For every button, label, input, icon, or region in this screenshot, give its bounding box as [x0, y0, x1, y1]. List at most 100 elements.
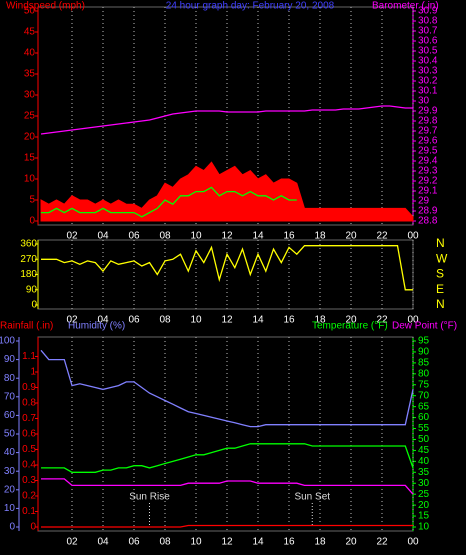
y-tick-label: 270 [20, 254, 37, 265]
x-tick-label: 08 [159, 537, 171, 548]
x-tick-label: 04 [97, 537, 109, 548]
y-tick-label: 30 [24, 90, 36, 101]
y3-tick-label: 20 [418, 500, 430, 511]
y2-tick-label: 30.2 [418, 76, 438, 87]
y-tick-label: 50 [24, 6, 36, 17]
x-tick-label: 16 [283, 537, 295, 548]
x-tick-label: 18 [314, 537, 326, 548]
y2-tick-label: 29.5 [418, 146, 438, 157]
y3-tick-label: 10 [418, 522, 430, 533]
x-tick-label: 00 [407, 537, 419, 548]
x-tick-label: 02 [66, 231, 78, 242]
series-line [41, 524, 413, 528]
y-tick-label: 0 [9, 522, 15, 533]
y2-tick-label: N [436, 297, 445, 311]
y-tick-label: 40 [4, 447, 16, 458]
x-tick-label: 12 [221, 231, 233, 242]
y2-tick-label: 1.1 [22, 351, 36, 362]
y-tick-label: 180 [20, 269, 37, 280]
x-tick-label: 04 [97, 315, 109, 326]
y3-tick-label: 60 [418, 412, 430, 423]
y2-tick-label: 0.1 [22, 506, 36, 517]
x-tick-label: 08 [159, 231, 171, 242]
y-tick-label: 45 [24, 27, 36, 38]
x-tick-label: 12 [221, 315, 233, 326]
y2-tick-label: 0.5 [22, 444, 36, 455]
y2-tick-label: 29.2 [418, 176, 438, 187]
y3-tick-label: 45 [418, 445, 430, 456]
y2-tick-label: 29 [418, 196, 430, 207]
y-tick-label: 90 [4, 354, 16, 365]
y2-tick-label: 0.2 [22, 491, 36, 502]
x-tick-label: 20 [345, 231, 357, 242]
x-tick-label: 18 [314, 231, 326, 242]
x-tick-label: 20 [345, 315, 357, 326]
x-tick-label: 08 [159, 315, 171, 326]
series-label: Dew Point (°F) [392, 321, 457, 332]
y3-tick-label: 80 [418, 368, 430, 379]
x-tick-label: 06 [128, 537, 140, 548]
y3-tick-label: 25 [418, 489, 430, 500]
y3-tick-label: 65 [418, 401, 430, 412]
y-tick-label: 5 [29, 195, 35, 206]
y-label: Windspeed (mph) [6, 1, 85, 12]
y2-tick-label: 1 [30, 367, 36, 378]
y2-tick-label: 0.3 [22, 475, 36, 486]
x-tick-label: 12 [221, 537, 233, 548]
y-tick-label: 0 [29, 216, 35, 227]
y-tick-label: 10 [4, 503, 16, 514]
y2-tick-label: 28.8 [418, 216, 438, 227]
annotation: Sun Set [294, 492, 330, 503]
x-tick-label: 14 [252, 231, 264, 242]
y2-tick-label: 29.1 [418, 186, 438, 197]
y2-tick-label: 30.7 [418, 26, 438, 37]
y-tick-label: 20 [24, 132, 36, 143]
series-line [41, 245, 413, 291]
y3-tick-label: 55 [418, 423, 430, 434]
y2-tick-label: 0.7 [22, 413, 36, 424]
x-tick-label: 04 [97, 231, 109, 242]
series-label: Rainfall (.in) [0, 321, 53, 332]
x-tick-label: 02 [66, 537, 78, 548]
y-tick-label: 25 [24, 111, 36, 122]
series-line [41, 443, 414, 473]
series-line [40, 105, 413, 135]
y3-tick-label: 75 [418, 379, 430, 390]
y-tick-label: 0 [31, 300, 37, 311]
y3-tick-label: 35 [418, 467, 430, 478]
y2-tick-label: 30.5 [418, 46, 438, 57]
y-tick-label: 90 [26, 284, 38, 295]
y-tick-label: 15 [24, 153, 36, 164]
y3-tick-label: 90 [418, 347, 430, 358]
x-tick-label: 22 [376, 231, 388, 242]
y2-tick-label: 0.9 [22, 382, 36, 393]
y-tick-label: 60 [4, 410, 16, 421]
y2-tick-label: W [436, 251, 448, 265]
x-tick-label: 16 [283, 231, 295, 242]
y2-tick-label: 29.3 [418, 166, 438, 177]
y2-tick-label: 30.6 [418, 36, 438, 47]
y-tick-label: 360 [20, 239, 37, 250]
y3-tick-label: 15 [418, 511, 430, 522]
y2-tick-label: 29.4 [418, 156, 438, 167]
series-line [41, 478, 414, 495]
series-label: Humidity (%) [68, 321, 125, 332]
x-tick-label: 22 [376, 537, 388, 548]
y2-tick-label: 29.8 [418, 116, 438, 127]
y-tick-label: 20 [4, 484, 16, 495]
y-tick-label: 40 [24, 48, 36, 59]
y2-tick-label: 30.8 [418, 16, 438, 27]
y2-tick-label: S [436, 267, 444, 281]
x-tick-label: 10 [190, 231, 202, 242]
y-tick-label: 70 [4, 391, 16, 402]
x-tick-label: 00 [407, 231, 419, 242]
x-tick-label: 16 [283, 315, 295, 326]
y2-tick-label: E [436, 282, 444, 296]
y-tick-label: 35 [24, 69, 36, 80]
y-tick-label: 50 [4, 429, 16, 440]
y2-tick-label: 0.6 [22, 429, 36, 440]
y3-tick-label: 95 [418, 336, 430, 347]
y-tick-label: 100 [0, 336, 15, 347]
y3-tick-label: 40 [418, 456, 430, 467]
y2-tick-label: 30.4 [418, 56, 438, 67]
